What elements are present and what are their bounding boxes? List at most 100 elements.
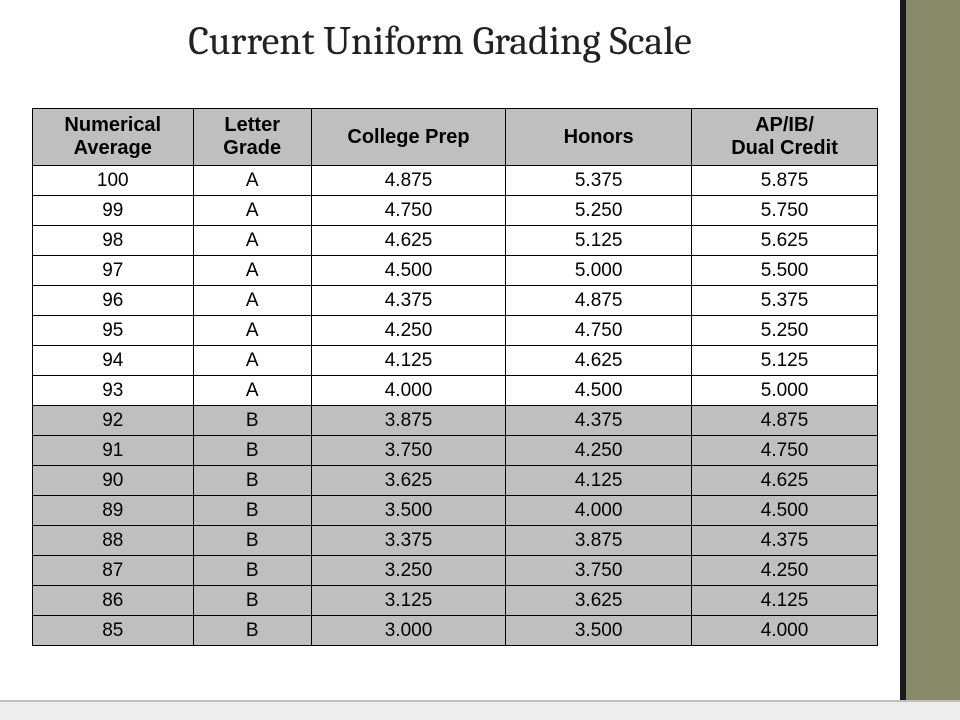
cell: 5.500 [692,256,878,286]
cell: B [193,586,311,616]
cell: 4.125 [311,346,505,376]
cell: 4.625 [692,466,878,496]
cell: 3.250 [311,556,505,586]
cell: 4.125 [506,466,692,496]
cell: 5.375 [692,286,878,316]
column-header-0: NumericalAverage [33,109,194,166]
cell: 85 [33,616,194,646]
cell: 5.250 [692,316,878,346]
table-row: 87B3.2503.7504.250 [33,556,878,586]
table-row: 92B3.8754.3754.875 [33,406,878,436]
cell: 4.375 [506,406,692,436]
cell: 95 [33,316,194,346]
cell: 4.000 [692,616,878,646]
cell: 4.750 [311,196,505,226]
cell: A [193,196,311,226]
cell: 4.375 [692,526,878,556]
cell: 4.250 [692,556,878,586]
cell: B [193,496,311,526]
cell: 4.000 [506,496,692,526]
decorative-right-stripe [900,0,960,720]
cell: 4.125 [692,586,878,616]
cell: B [193,556,311,586]
cell: 98 [33,226,194,256]
cell: A [193,226,311,256]
cell: 93 [33,376,194,406]
cell: 3.000 [311,616,505,646]
cell: A [193,286,311,316]
cell: 89 [33,496,194,526]
table-header: NumericalAverageLetterGradeCollege PrepH… [33,109,878,166]
cell: A [193,376,311,406]
cell: 87 [33,556,194,586]
cell: 4.625 [506,346,692,376]
cell: 5.125 [692,346,878,376]
cell: A [193,256,311,286]
cell: 96 [33,286,194,316]
cell: 4.375 [311,286,505,316]
cell: 4.000 [311,376,505,406]
cell: 3.500 [506,616,692,646]
decorative-bottom-strip [0,700,960,720]
table-row: 93A4.0004.5005.000 [33,376,878,406]
cell: 5.625 [692,226,878,256]
table-row: 97A4.5005.0005.500 [33,256,878,286]
cell: 88 [33,526,194,556]
cell: A [193,346,311,376]
cell: 4.250 [311,316,505,346]
slide: Current Uniform Grading Scale NumericalA… [0,0,960,720]
cell: 94 [33,346,194,376]
cell: 3.625 [311,466,505,496]
table-row: 86B3.1253.6254.125 [33,586,878,616]
cell: 4.750 [506,316,692,346]
table-row: 98A4.6255.1255.625 [33,226,878,256]
table-row: 91B3.7504.2504.750 [33,436,878,466]
cell: B [193,406,311,436]
table-row: 89B3.5004.0004.500 [33,496,878,526]
table-row: 88B3.3753.8754.375 [33,526,878,556]
cell: A [193,166,311,196]
cell: 99 [33,196,194,226]
cell: 5.125 [506,226,692,256]
cell: B [193,466,311,496]
cell: B [193,616,311,646]
table-row: 85B3.0003.5004.000 [33,616,878,646]
table-row: 95A4.2504.7505.250 [33,316,878,346]
table-row: 96A4.3754.8755.375 [33,286,878,316]
cell: 5.000 [506,256,692,286]
cell: 100 [33,166,194,196]
cell: 4.250 [506,436,692,466]
cell: 4.875 [506,286,692,316]
cell: 5.875 [692,166,878,196]
cell: 3.750 [311,436,505,466]
cell: 5.000 [692,376,878,406]
cell: 5.750 [692,196,878,226]
cell: 4.500 [311,256,505,286]
column-header-3: Honors [506,109,692,166]
table-row: 94A4.1254.6255.125 [33,346,878,376]
cell: 90 [33,466,194,496]
page-title: Current Uniform Grading Scale [0,18,880,64]
cell: 86 [33,586,194,616]
cell: 3.375 [311,526,505,556]
cell: 3.500 [311,496,505,526]
cell: 3.750 [506,556,692,586]
cell: 97 [33,256,194,286]
cell: 91 [33,436,194,466]
cell: 92 [33,406,194,436]
cell: 5.375 [506,166,692,196]
cell: 4.500 [692,496,878,526]
cell: 3.625 [506,586,692,616]
table-row: 99A4.7505.2505.750 [33,196,878,226]
cell: 3.875 [311,406,505,436]
cell: 3.875 [506,526,692,556]
table-row: 100A4.8755.3755.875 [33,166,878,196]
column-header-1: LetterGrade [193,109,311,166]
table-row: 90B3.6254.1254.625 [33,466,878,496]
cell: 5.250 [506,196,692,226]
cell: 4.875 [692,406,878,436]
cell: 4.875 [311,166,505,196]
cell: 4.750 [692,436,878,466]
column-header-2: College Prep [311,109,505,166]
grading-scale-table: NumericalAverageLetterGradeCollege PrepH… [32,108,878,646]
